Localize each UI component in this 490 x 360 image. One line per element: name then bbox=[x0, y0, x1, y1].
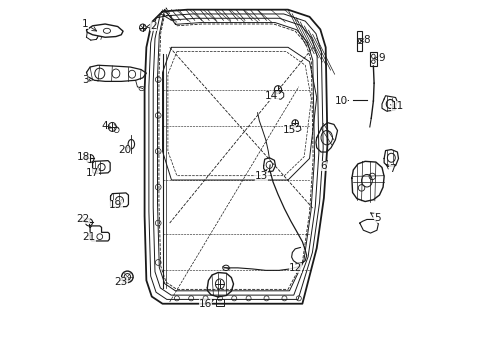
Text: 19: 19 bbox=[109, 200, 122, 210]
Text: 17: 17 bbox=[86, 168, 99, 178]
Text: 22: 22 bbox=[76, 215, 90, 224]
Text: 18: 18 bbox=[77, 152, 90, 162]
Text: 16: 16 bbox=[199, 299, 214, 309]
Text: 11: 11 bbox=[391, 102, 404, 112]
Text: 21: 21 bbox=[82, 232, 96, 242]
Text: 9: 9 bbox=[374, 53, 385, 63]
Text: 23: 23 bbox=[115, 277, 128, 287]
Text: 10: 10 bbox=[335, 96, 348, 106]
Text: 15: 15 bbox=[283, 125, 296, 135]
Text: 3: 3 bbox=[82, 75, 92, 85]
Text: 14: 14 bbox=[265, 91, 278, 101]
Bar bbox=[370, 51, 377, 66]
Text: 7: 7 bbox=[386, 164, 395, 174]
Text: 2: 2 bbox=[147, 21, 157, 31]
Text: 20: 20 bbox=[118, 144, 131, 154]
Text: 1: 1 bbox=[82, 19, 97, 31]
Text: 4: 4 bbox=[102, 121, 112, 131]
Text: 5: 5 bbox=[370, 213, 381, 222]
Text: 6: 6 bbox=[320, 161, 327, 171]
Bar bbox=[216, 299, 224, 306]
Text: 13: 13 bbox=[254, 169, 268, 181]
Text: 12: 12 bbox=[289, 263, 302, 273]
Text: 8: 8 bbox=[361, 35, 370, 45]
Bar bbox=[357, 31, 363, 51]
